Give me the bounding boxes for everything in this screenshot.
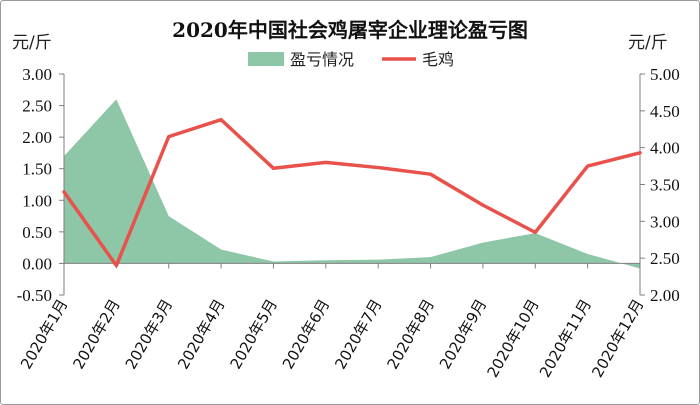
right-axis-unit: 元/斤 xyxy=(628,33,668,53)
legend-label-area: 盈亏情况 xyxy=(290,50,354,69)
x-tick-label: 2020年12月 xyxy=(588,296,647,381)
line-series-live-chicken xyxy=(62,117,642,268)
x-tick-label: 2020年6月 xyxy=(279,296,333,372)
x-tick-label: 2020年9月 xyxy=(436,296,490,372)
right-tick-label: 5.00 xyxy=(650,65,680,84)
right-tick-label: 2.50 xyxy=(650,249,680,268)
right-tick-label: 3.00 xyxy=(650,212,680,231)
legend-swatch-area xyxy=(248,52,284,66)
right-tick-label: 2.00 xyxy=(650,286,680,305)
right-tick-label: 3.50 xyxy=(650,176,680,195)
x-tick-label: 2020年3月 xyxy=(122,296,176,372)
x-tick-label: 2020年2月 xyxy=(69,296,123,372)
plot-area: -0.50 0.00 0.50 1.00 1.50 2.00 2.50 3.00 2.00 2.5… xyxy=(17,65,680,381)
x-tick-label: 2020年7月 xyxy=(331,296,385,372)
left-tick-label: 3.00 xyxy=(22,65,52,84)
x-tick-label: 2020年1月 xyxy=(17,296,71,372)
x-tick-label: 2020年8月 xyxy=(384,296,438,372)
left-tick-label: 2.50 xyxy=(22,97,52,116)
left-tick-label: -0.50 xyxy=(17,286,52,305)
left-tick-label: 0.00 xyxy=(22,254,52,273)
left-axis-unit: 元/斤 xyxy=(12,33,52,53)
chart-title: 2020年中国社会鸡屠宰企业理论盈亏图 xyxy=(172,18,528,42)
x-tick-label: 2020年5月 xyxy=(226,296,280,372)
left-tick-label: 1.50 xyxy=(22,160,52,179)
x-tick-label: 2020年4月 xyxy=(174,296,228,372)
legend-label-line: 毛鸡 xyxy=(422,50,454,69)
left-tick-label: 2.00 xyxy=(22,128,52,147)
right-tick-label: 4.00 xyxy=(650,139,680,158)
left-tick-label: 1.00 xyxy=(22,191,52,210)
right-tick-label: 4.50 xyxy=(650,102,680,121)
legend: 盈亏情况 毛鸡 xyxy=(248,50,454,69)
left-tick-label: 0.50 xyxy=(22,223,52,242)
x-tick-label: 2020年11月 xyxy=(536,296,595,381)
x-tick-label: 2020年10月 xyxy=(484,296,543,381)
